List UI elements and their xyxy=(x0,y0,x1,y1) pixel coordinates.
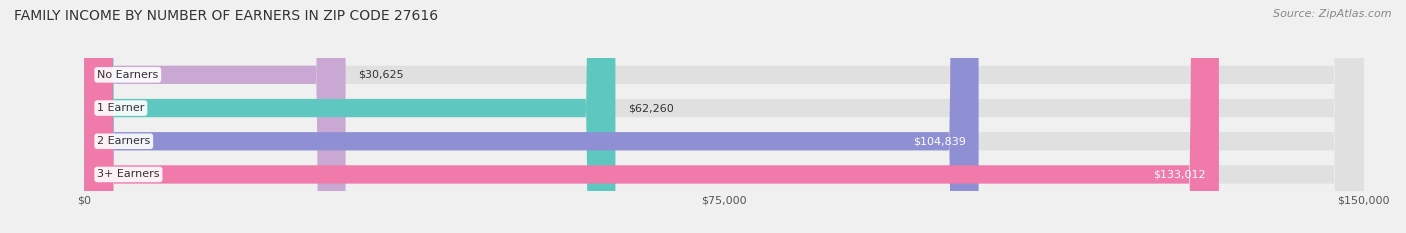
Text: $133,012: $133,012 xyxy=(1153,169,1206,179)
FancyBboxPatch shape xyxy=(84,0,1364,233)
FancyBboxPatch shape xyxy=(84,0,616,233)
FancyBboxPatch shape xyxy=(84,0,1364,233)
Text: Source: ZipAtlas.com: Source: ZipAtlas.com xyxy=(1274,9,1392,19)
Text: 2 Earners: 2 Earners xyxy=(97,136,150,146)
Text: $62,260: $62,260 xyxy=(628,103,673,113)
Text: No Earners: No Earners xyxy=(97,70,159,80)
Text: FAMILY INCOME BY NUMBER OF EARNERS IN ZIP CODE 27616: FAMILY INCOME BY NUMBER OF EARNERS IN ZI… xyxy=(14,9,439,23)
Text: $104,839: $104,839 xyxy=(912,136,966,146)
FancyBboxPatch shape xyxy=(84,0,979,233)
FancyBboxPatch shape xyxy=(84,0,1364,233)
Text: 3+ Earners: 3+ Earners xyxy=(97,169,160,179)
FancyBboxPatch shape xyxy=(84,0,346,233)
Text: 1 Earner: 1 Earner xyxy=(97,103,145,113)
Text: $30,625: $30,625 xyxy=(359,70,404,80)
FancyBboxPatch shape xyxy=(84,0,1364,233)
FancyBboxPatch shape xyxy=(84,0,1219,233)
